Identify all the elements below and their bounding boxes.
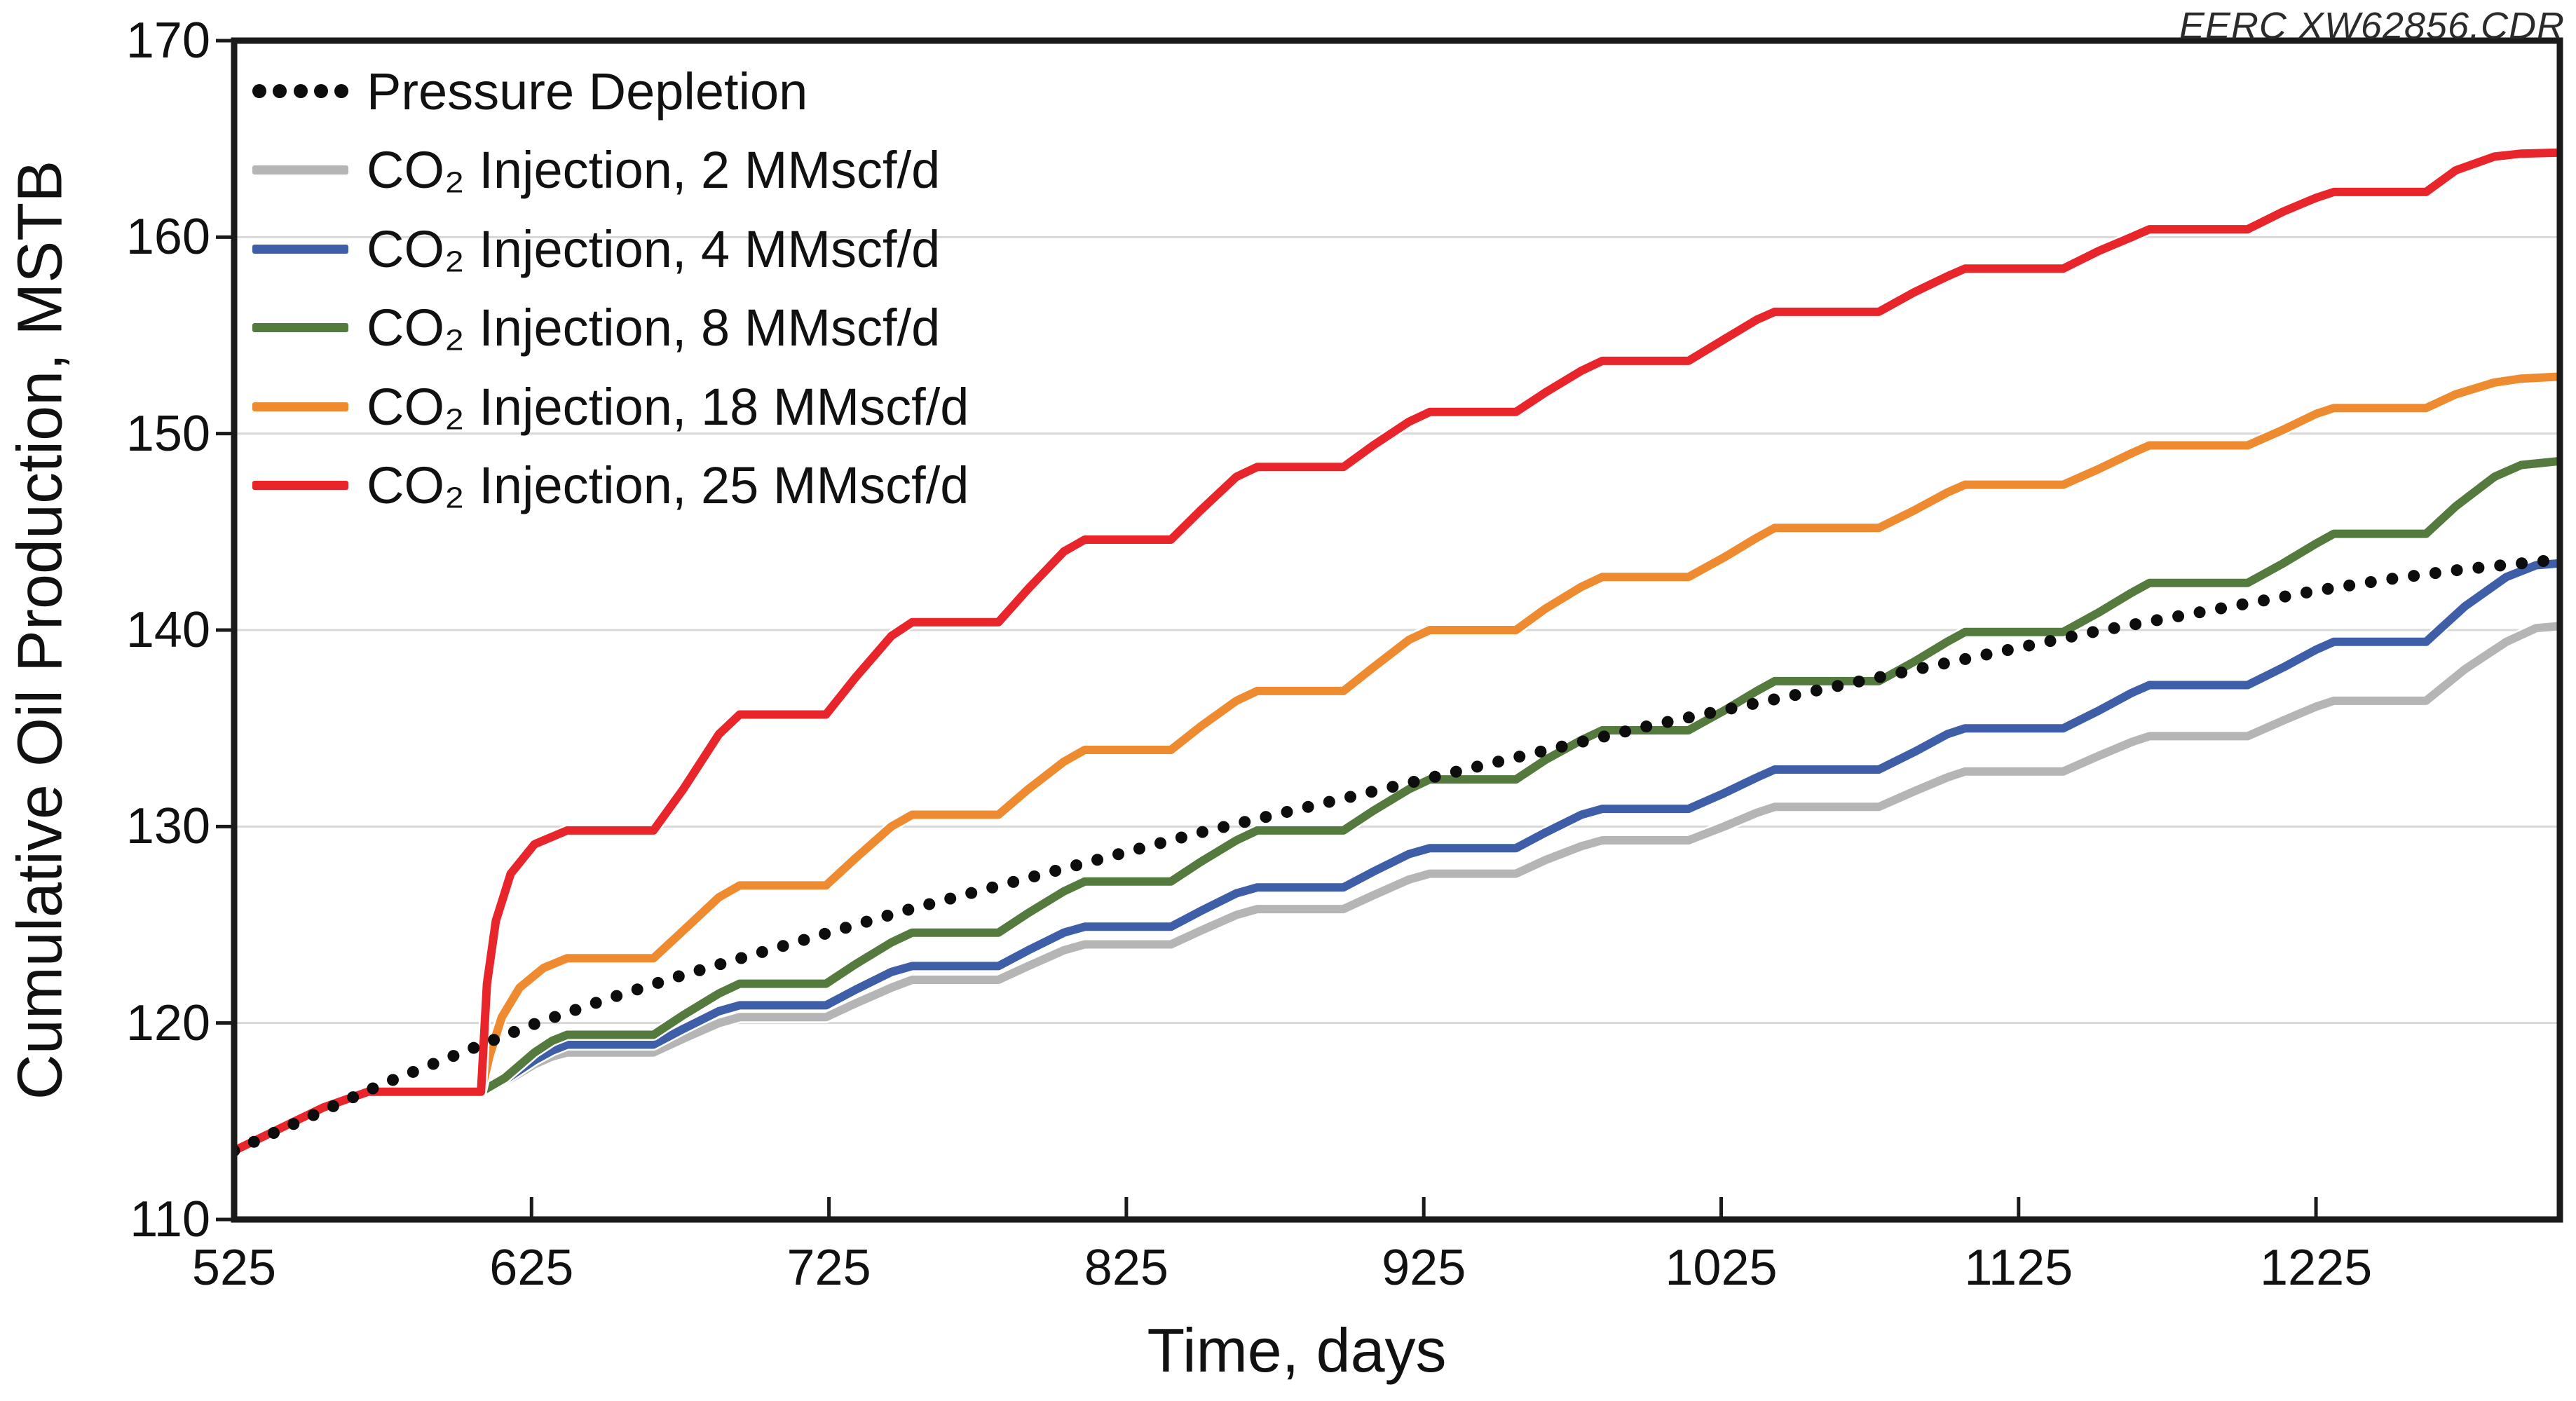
y-axis-title: Cumulative Oil Production, MSTB (5, 160, 76, 1100)
legend-label-co2-4: CO₂ Injection, 4 MMscf/d (367, 219, 941, 278)
y-tick-label-130: 130 (125, 798, 210, 855)
x-tick-label-525: 525 (191, 1240, 277, 1296)
legend-dot-icon (313, 84, 328, 98)
x-tick-label-825: 825 (1084, 1240, 1168, 1296)
y-tick-label-120: 120 (125, 995, 210, 1051)
series-line-co2-18 (234, 372, 2560, 1155)
x-tick-label-925: 925 (1382, 1240, 1466, 1296)
series-line-co2-2 (234, 622, 2560, 1155)
y-tick-label-110: 110 (130, 1191, 210, 1248)
y-tick-label-170: 170 (125, 13, 210, 69)
legend-item-pressure-depletion: Pressure Depletion (0, 62, 808, 121)
legend-line-sample-co2-4 (252, 244, 348, 254)
y-tick-label-140: 140 (125, 602, 210, 658)
legend-line-sample-co2-18 (252, 402, 348, 411)
x-tick-label-1125: 1125 (1964, 1240, 2073, 1296)
legend-line-sample-co2-8 (252, 322, 348, 332)
legend-label-pressure-depletion: Pressure Depletion (367, 62, 808, 121)
legend-label-co2-18: CO₂ Injection, 18 MMscf/d (367, 377, 969, 436)
legend-item-co2-4: CO₂ Injection, 4 MMscf/d (0, 219, 941, 278)
legend-label-co2-8: CO₂ Injection, 8 MMscf/d (367, 298, 941, 357)
legend-item-co2-2: CO₂ Injection, 2 MMscf/d (0, 140, 941, 199)
series-line-co2-4 (234, 559, 2560, 1155)
series-line-co2-8 (234, 456, 2560, 1155)
legend-dotted-line-sample (252, 84, 348, 98)
series-line-co2-25 (234, 148, 2560, 1155)
legend-color-line (252, 322, 348, 332)
legend-label-co2-2: CO₂ Injection, 2 MMscf/d (367, 140, 941, 199)
legend-color-line (252, 244, 348, 254)
y-tick-label-160: 160 (125, 209, 210, 266)
legend-color-line (252, 165, 348, 175)
plot-border (231, 37, 2563, 1223)
legend-label-co2-25: CO₂ Injection, 25 MMscf/d (367, 456, 969, 514)
legend-dot-icon (273, 84, 287, 98)
x-tick-label-1025: 1025 (1665, 1240, 1778, 1296)
x-tick-label-1225: 1225 (2259, 1240, 2373, 1296)
legend-line-sample-co2-2 (252, 165, 348, 175)
legend-color-line (252, 402, 348, 411)
x-axis-title: Time, days (1147, 1315, 1447, 1385)
y-tick-label-150: 150 (125, 405, 210, 462)
x-tick-label-625: 625 (489, 1240, 574, 1296)
series-line-pressure-depletion (234, 553, 2560, 1157)
legend-item-co2-25: CO₂ Injection, 25 MMscf/d (0, 456, 969, 514)
legend-color-line (252, 480, 348, 490)
legend-line-sample-co2-25 (252, 480, 348, 490)
x-tick-label-725: 725 (786, 1240, 871, 1296)
legend-dot-icon (252, 84, 266, 98)
figure-reference-note: EERC XW62856.CDR (2179, 5, 2565, 47)
legend-item-co2-8: CO₂ Injection, 8 MMscf/d (0, 298, 941, 357)
legend-dot-icon (334, 84, 348, 98)
legend-item-co2-18: CO₂ Injection, 18 MMscf/d (0, 377, 969, 436)
legend-dot-icon (293, 84, 308, 98)
